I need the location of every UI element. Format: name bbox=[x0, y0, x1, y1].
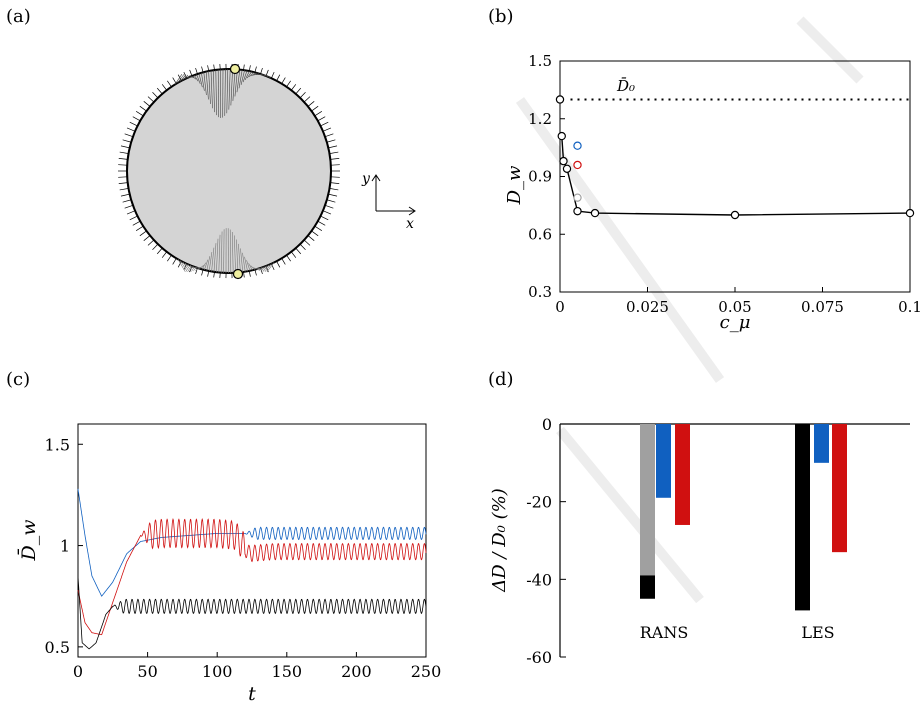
y-tick-label-b: 1.2 bbox=[528, 110, 552, 128]
panel-label-b: (b) bbox=[488, 6, 514, 27]
data-point-b bbox=[562, 164, 572, 173]
data-point-b bbox=[573, 193, 582, 202]
category-label-les: LES bbox=[801, 623, 834, 642]
plot-frame-c bbox=[77, 423, 427, 658]
x-tick-label-c: 150 bbox=[272, 662, 303, 681]
y-tick-label-b: 0.3 bbox=[528, 283, 552, 301]
x-axis-symbol: x bbox=[406, 216, 414, 232]
actuator-top-marker bbox=[229, 63, 241, 75]
actuator-bottom-marker bbox=[232, 268, 244, 280]
data-point-b bbox=[559, 156, 568, 166]
y-tick-label-b: 0.6 bbox=[528, 225, 552, 243]
panel-label-c: (c) bbox=[6, 369, 30, 390]
y-tick-label-d: -40 bbox=[526, 570, 552, 589]
y-tick-label-d: 0 bbox=[542, 415, 552, 434]
y-tick-label-d: -20 bbox=[526, 493, 552, 512]
forcing-wakes bbox=[174, 68, 275, 273]
x-tick-label-c: 100 bbox=[202, 662, 233, 681]
y-tick-label-c: 0.5 bbox=[45, 638, 70, 657]
reference-label: D̄₀ bbox=[616, 77, 635, 95]
cylinder-body bbox=[126, 68, 332, 274]
y-tick-label-b: 0.9 bbox=[528, 168, 552, 186]
x-tick-label-c: 0 bbox=[73, 662, 83, 681]
series-line-c bbox=[77, 517, 427, 636]
data-point-b bbox=[555, 95, 565, 104]
chart-d: 0 -20 -40 -60 RANS LES ΔD / D₀ (%) bbox=[489, 415, 910, 667]
chart-b: 0 0.025 0.05 0.075 0.1 0.3 0.6 0.9 1.2 1.5 D̄₀ c_μ D… bbox=[504, 52, 922, 333]
category-label-rans: RANS bbox=[640, 623, 689, 642]
data-point-b bbox=[573, 141, 582, 150]
panel-label-d: (d) bbox=[488, 369, 514, 390]
plot-frame-b bbox=[559, 60, 911, 293]
series-line-b bbox=[561, 136, 911, 216]
y-tick-label-c: 1 bbox=[60, 537, 70, 556]
bar-rans-gray bbox=[640, 424, 655, 576]
x-axis-label-c: t bbox=[248, 683, 256, 705]
x-axis-label-b: c_μ bbox=[720, 312, 751, 333]
data-point-b bbox=[590, 208, 600, 218]
x-tick-label-c: 50 bbox=[137, 662, 157, 681]
bar-rans-blue bbox=[656, 424, 671, 498]
bar-les-red bbox=[832, 424, 847, 553]
series-line-c bbox=[77, 488, 427, 597]
x-tick-label-b: 0 bbox=[555, 298, 565, 316]
y-tick-label-d: -60 bbox=[526, 648, 552, 667]
coordinate-axes bbox=[371, 174, 416, 216]
x-tick-label-b: 0.025 bbox=[626, 298, 669, 316]
y-axis-label-b: D_w bbox=[504, 165, 525, 205]
x-tick-label-b: 0.1 bbox=[898, 298, 922, 316]
surface-ticks bbox=[118, 63, 340, 279]
y-tick-label-c: 1.5 bbox=[45, 435, 70, 454]
x-tick-label-c: 200 bbox=[341, 662, 372, 681]
cylinder-schematic: y x bbox=[118, 63, 416, 280]
bar-les-black bbox=[795, 424, 810, 611]
bar-rans-red bbox=[675, 424, 690, 525]
y-axis-symbol: y bbox=[361, 171, 371, 187]
data-point-b bbox=[557, 131, 566, 141]
data-point-b bbox=[573, 160, 582, 170]
y-axis-label-c: D̄_w bbox=[17, 520, 40, 562]
data-point-b bbox=[905, 208, 915, 218]
panel-label-a: (a) bbox=[6, 6, 31, 27]
data-point-b bbox=[573, 206, 582, 216]
bar-les-blue bbox=[814, 424, 829, 463]
x-tick-label-b: 0.05 bbox=[718, 298, 751, 316]
y-tick-label-b: 1.5 bbox=[528, 52, 552, 70]
watermark bbox=[515, 16, 864, 604]
x-tick-label-b: 0.075 bbox=[801, 298, 844, 316]
y-axis-label-d: ΔD / D₀ (%) bbox=[489, 488, 510, 592]
chart-c: 0 50 100 150 200 250 0.5 1 1.5 t D̄_w bbox=[17, 423, 442, 705]
data-point-b bbox=[730, 210, 740, 220]
series-line-c bbox=[77, 575, 427, 650]
x-tick-label-c: 250 bbox=[411, 662, 442, 681]
